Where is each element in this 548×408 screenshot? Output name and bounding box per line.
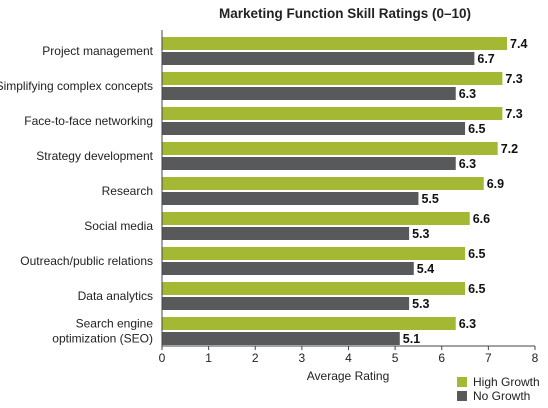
x-tick-label-1: 1 [205, 351, 212, 365]
bar-high-growth-8 [162, 317, 456, 330]
category-label-1: Simplifying complex concepts [0, 79, 153, 93]
data-label-high-growth-8: 6.3 [459, 317, 476, 331]
bar-high-growth-3 [162, 142, 498, 155]
bar-high-growth-7 [162, 282, 466, 295]
x-axis: 0 1 2 3 4 5 6 7 8 [159, 30, 539, 365]
data-label-no-growth-0: 6.7 [477, 52, 494, 66]
data-label-no-growth-4: 5.5 [421, 192, 438, 206]
bar-no-growth-0 [162, 52, 475, 65]
bar-high-growth-6 [162, 247, 466, 260]
bar-high-growth-1 [162, 72, 503, 85]
x-tick-label-4: 4 [345, 351, 352, 365]
x-tick-label-2: 2 [252, 351, 259, 365]
data-label-no-growth-6: 5.4 [417, 262, 434, 276]
bar-no-growth-2 [162, 122, 466, 135]
data-label-high-growth-3: 7.2 [501, 142, 518, 156]
category-label-8-line-0: Search engine [76, 317, 154, 331]
data-label-high-growth-6: 6.5 [468, 247, 485, 261]
category-label-5: Social media [84, 219, 153, 233]
data-label-no-growth-7: 5.3 [412, 297, 429, 311]
legend-label-high-growth: High Growth [473, 375, 540, 389]
bar-no-growth-6 [162, 262, 414, 275]
legend-label-no-growth: No Growth [473, 389, 530, 403]
category-labels: Project management Simplifying complex co… [0, 44, 154, 346]
category-label-2: Face-to-face networking [24, 114, 153, 128]
x-axis-title: Average Rating [307, 369, 390, 383]
bar-high-growth-4 [162, 177, 484, 190]
category-label-0: Project management [42, 44, 153, 58]
x-tick-label-5: 5 [392, 351, 399, 365]
data-label-high-growth-4: 6.9 [487, 177, 504, 191]
data-label-high-growth-7: 6.5 [468, 282, 485, 296]
category-label-3: Strategy development [36, 149, 153, 163]
x-tick-label-0: 0 [159, 351, 166, 365]
data-label-high-growth-0: 7.4 [510, 37, 527, 51]
bar-no-growth-7 [162, 297, 410, 310]
category-label-4: Research [102, 184, 153, 198]
data-label-no-growth-1: 6.3 [459, 87, 476, 101]
bar-high-growth-0 [162, 37, 508, 50]
category-label-7: Data analytics [78, 289, 153, 303]
bar-no-growth-8 [162, 332, 400, 345]
data-label-high-growth-5: 6.6 [473, 212, 490, 226]
bar-no-growth-4 [162, 192, 419, 205]
data-label-high-growth-2: 7.3 [505, 107, 522, 121]
legend-swatch-no-growth [457, 391, 467, 401]
data-label-no-growth-8: 5.1 [403, 332, 420, 346]
data-label-high-growth-1: 7.3 [505, 72, 522, 86]
bar-no-growth-5 [162, 227, 410, 240]
category-label-8-line-1: optimization (SEO) [52, 332, 153, 346]
x-tick-label-3: 3 [299, 351, 306, 365]
bar-high-growth-2 [162, 107, 503, 120]
bar-no-growth-1 [162, 87, 456, 100]
data-label-no-growth-2: 6.5 [468, 122, 485, 136]
bar-high-growth-5 [162, 212, 470, 225]
x-tick-label-8: 8 [532, 351, 539, 365]
data-label-no-growth-5: 5.3 [412, 227, 429, 241]
x-tick-label-7: 7 [485, 351, 492, 365]
bar-no-growth-3 [162, 157, 456, 170]
legend-swatch-high-growth [457, 377, 467, 387]
category-label-6: Outreach/public relations [20, 254, 153, 268]
chart-title: Marketing Function Skill Ratings (0–10) [219, 6, 471, 21]
x-tick-label-6: 6 [438, 351, 445, 365]
data-label-no-growth-3: 6.3 [459, 157, 476, 171]
bars-group: 7.4 6.7 7.3 6.3 7.3 6.5 7.2 6.3 6.9 5.5 6.6 5.3 6.5 5… [162, 37, 527, 346]
